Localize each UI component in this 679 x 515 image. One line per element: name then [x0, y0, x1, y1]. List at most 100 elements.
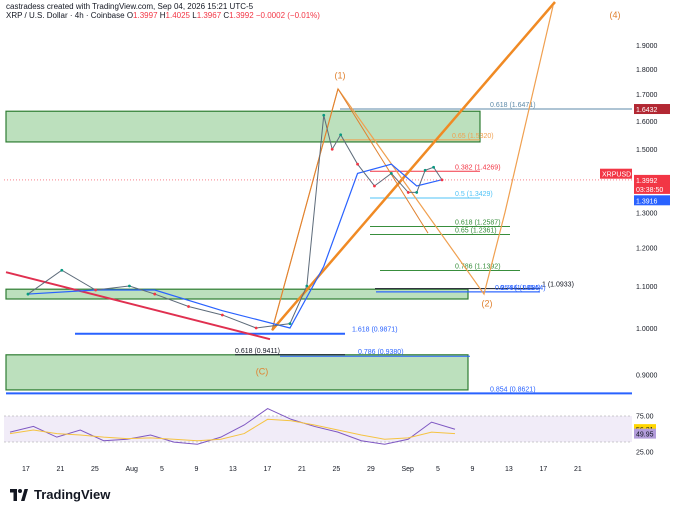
price-tick: 1.3000 — [636, 210, 658, 217]
price-point — [415, 191, 419, 194]
price-point — [254, 326, 258, 330]
wave-leg-2 — [337, 88, 429, 234]
price-tick: 0.9000 — [636, 372, 658, 379]
price-point — [94, 288, 97, 292]
price-point — [187, 305, 190, 308]
price-tick: 1.6000 — [636, 119, 658, 126]
price-point — [356, 162, 359, 166]
fib-label-0: 0.618 (1.6471) — [490, 102, 536, 109]
time-tick: 9 — [471, 466, 475, 473]
time-tick: 29 — [367, 466, 375, 473]
price-tags: 56.2149.951.6432XRPUSD1.399203:38:501.39… — [600, 104, 670, 439]
price-point — [26, 292, 30, 296]
fib-label-2: 0.382 (1.4269) — [455, 164, 501, 171]
price-series — [4, 113, 632, 330]
footer: TradingView — [8, 487, 110, 502]
time-tick: 21 — [298, 466, 306, 473]
price-point — [406, 191, 410, 194]
wave-label-1: (2) — [482, 298, 493, 308]
rsi-panel — [4, 407, 632, 445]
chart-canvas[interactable]: 0.618 (1.6471) 0.65 (1.5320) 0.382 (1.4269… — [0, 0, 679, 482]
rsi-ma-line — [9, 418, 456, 442]
tradingview-brand: TradingView — [34, 487, 111, 502]
price-axis: 0.9000 1.0000 1.1000 1.2000 1.3000 1.5000 1.60… — [636, 43, 658, 456]
time-tick: 21 — [57, 466, 65, 473]
time-axis: 17 21 25 Aug 5 9 13 17 21 25 29 Sep 5 9 13 17 21 — [22, 466, 582, 473]
time-tick: Sep — [402, 466, 415, 473]
ohlc-low: L1.3967 — [192, 11, 222, 20]
fib-label-12: 0.786 (0.9380) — [358, 349, 404, 356]
chart-title: castradess created with TradingView.com,… — [6, 2, 254, 11]
fib-label-10: 1.618 (0.9871) — [352, 327, 398, 334]
time-tick: 5 — [160, 466, 164, 473]
time-tick: 9 — [195, 466, 199, 473]
price-point — [153, 292, 157, 296]
price-point — [60, 268, 64, 272]
zone-1 — [5, 288, 469, 300]
zone-2 — [5, 354, 469, 391]
price-tick: 1.2000 — [636, 246, 658, 253]
time-tick: 21 — [574, 466, 582, 473]
symbol-name[interactable]: XRP / U.S. Dollar · 4h · Coinbase — [6, 11, 125, 20]
price-point — [389, 171, 393, 175]
price-point — [220, 313, 224, 317]
price-point — [432, 165, 435, 169]
price-tag-2: 1.3992 — [636, 178, 658, 185]
supply-demand-zones — [5, 110, 481, 391]
price-point — [373, 184, 376, 188]
price-tick: 1.5000 — [636, 147, 658, 154]
fib-label-9: 0.786 (1.0854) — [500, 285, 546, 292]
price-tick: 1.1000 — [636, 284, 658, 291]
rsi-tick: 75.00 — [636, 414, 654, 421]
wave-label-3: (4) — [610, 10, 621, 20]
price-tag-bg-0 — [634, 104, 670, 115]
ohlc-high: H1.4025 — [159, 11, 190, 20]
price-point — [288, 322, 292, 326]
wave-label-0: (1) — [335, 71, 346, 81]
price-point — [423, 168, 427, 172]
time-tick: 25 — [91, 466, 99, 473]
tradingview-logo-icon — [10, 488, 28, 501]
fib-label-11: 0.618 (0.9411) — [235, 348, 280, 355]
price-point — [339, 133, 343, 137]
rsi-tick: 25.00 — [636, 449, 654, 456]
red-trendline — [5, 271, 271, 341]
ohlc-change: −0.0002 (−0.01%) — [255, 11, 320, 20]
wave-label-2: (C) — [256, 366, 269, 376]
price-tag-bg-1 — [600, 168, 632, 179]
price-point — [322, 113, 326, 117]
ohlc-close: C1.3992 — [223, 11, 254, 20]
fib-label-6: 0.786 (1.1392) — [455, 264, 501, 271]
wave-labels: (1) (2) (C) (4) — [256, 10, 621, 376]
time-tick: 13 — [505, 466, 513, 473]
rsi-tag-bg-1 — [634, 428, 656, 439]
symbol-line: XRP / U.S. Dollar · 4h · Coinbase O1.399… — [6, 11, 320, 20]
price-point — [305, 284, 309, 288]
ohlc-open: O1.3997 — [126, 11, 158, 20]
price-tag-bg-3 — [634, 183, 670, 194]
fib-label-1: 0.65 (1.5320) — [452, 133, 494, 140]
price-tick: 1.9000 — [636, 43, 658, 50]
time-tick: 17 — [22, 466, 30, 473]
rsi-tag-1: 49.95 — [636, 432, 654, 439]
price-tag-3: 03:38:50 — [636, 187, 663, 194]
price-point — [127, 284, 131, 288]
price-point — [330, 147, 334, 151]
time-tick: Aug — [126, 466, 139, 473]
fib-label-3: 0.5 (1.3429) — [455, 191, 493, 198]
time-tick: 17 — [540, 466, 548, 473]
fib-levels: 0.618 (1.6471) 0.65 (1.5320) 0.382 (1.4269… — [6, 102, 632, 395]
time-tick: 25 — [333, 466, 341, 473]
price-tag-4: 1.3916 — [636, 198, 658, 205]
fib-label-7: 1 (1.0933) — [542, 282, 574, 289]
time-tick: 13 — [229, 466, 237, 473]
rsi-line — [9, 407, 456, 445]
price-tag-bg-2 — [634, 174, 670, 185]
fib-label-8: 0.854 (1.0854) — [495, 285, 541, 292]
orange-trendline — [271, 1, 556, 332]
price-tick: 1.0000 — [636, 326, 658, 333]
moving-average — [27, 163, 443, 329]
fib-label-5: 0.65 (1.2361) — [455, 228, 497, 235]
time-tick: 17 — [264, 466, 272, 473]
time-tick: 5 — [436, 466, 440, 473]
